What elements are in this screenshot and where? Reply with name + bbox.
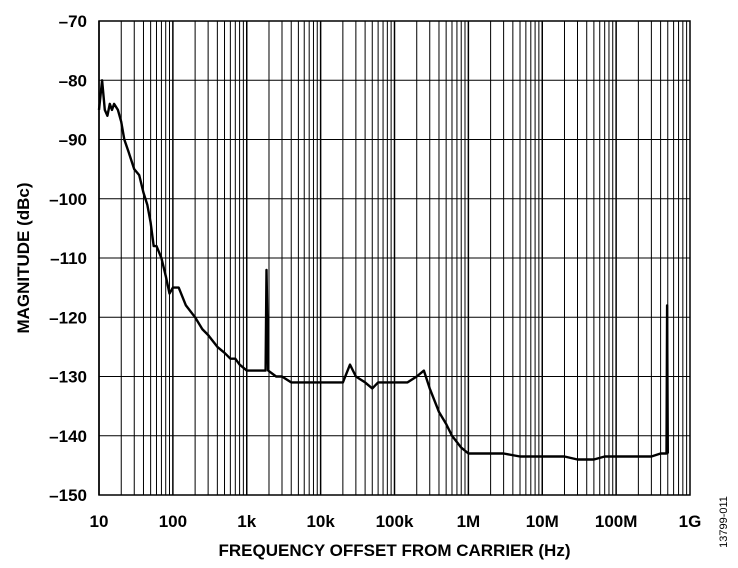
series-line: [97, 79, 669, 461]
series-layer: [97, 79, 669, 461]
y-tick-label: –80: [59, 71, 87, 90]
x-tick-label: 1G: [679, 512, 702, 531]
y-tick-label: –130: [49, 368, 87, 387]
x-tick-label: 10: [90, 512, 109, 531]
x-tick-label: 10M: [526, 512, 559, 531]
x-tick-label: 100: [159, 512, 187, 531]
x-axis-title: FREQUENCY OFFSET FROM CARRIER (Hz): [219, 541, 571, 560]
y-tick-labels: –70 –80 –90 –100 –110 –120 –130 –140 –150: [49, 12, 87, 505]
y-axis-title: MAGNITUDE (dBc): [14, 182, 33, 333]
grid-lines: [98, 20, 690, 496]
plot-frame: [98, 20, 691, 496]
y-tick-label: –100: [49, 190, 87, 209]
x-tick-label: 1M: [457, 512, 481, 531]
x-tick-label: 100M: [595, 512, 638, 531]
y-tick-label: –110: [50, 249, 87, 268]
y-tick-label: –90: [59, 131, 87, 150]
y-tick-label: –150: [49, 486, 87, 505]
y-tick-label: –140: [49, 427, 87, 446]
x-tick-label: 1k: [237, 512, 256, 531]
y-tick-label: –70: [59, 12, 87, 31]
y-tick-label: –120: [49, 308, 87, 327]
x-tick-label: 10k: [306, 512, 335, 531]
x-tick-labels: 10 100 1k 10k 100k 1M 10M 100M 1G: [90, 512, 702, 531]
figure-id: 13799-011: [718, 496, 730, 548]
x-tick-label: 100k: [376, 512, 414, 531]
